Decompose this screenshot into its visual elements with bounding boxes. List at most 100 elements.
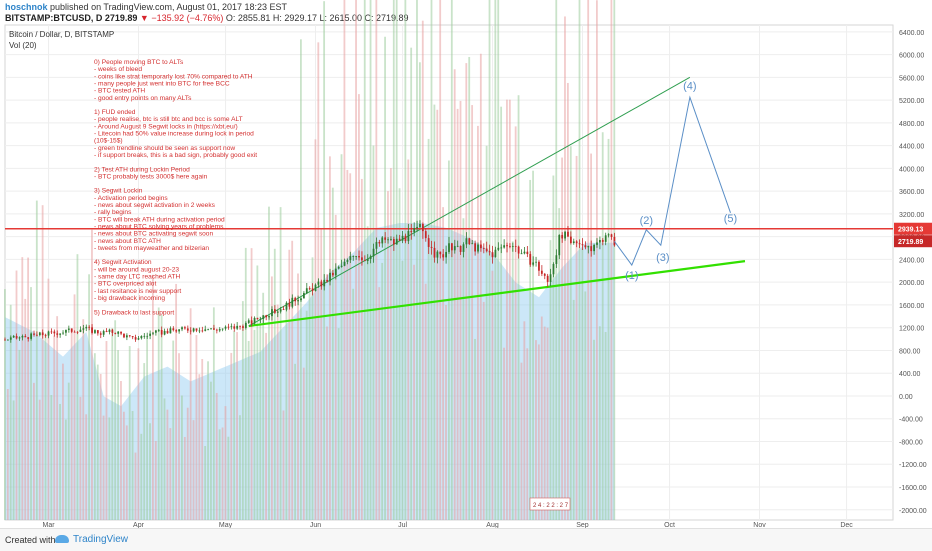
candle-body <box>207 329 210 331</box>
volume-bar <box>471 105 474 520</box>
candle-body <box>303 293 305 299</box>
volume-bar <box>273 248 276 521</box>
candle-body <box>33 333 35 335</box>
y-tick-label: 1600.00 <box>899 303 924 310</box>
volume-bar <box>375 0 378 520</box>
volume-bar <box>448 160 450 520</box>
candle-body <box>549 274 552 282</box>
price-change: ▼ −135.92 (−4.76%) <box>139 13 224 23</box>
candle-body <box>73 331 76 333</box>
candle-body <box>268 316 270 318</box>
annotation-line: 4) Segwit Activation <box>94 259 152 266</box>
candle-body <box>378 241 381 244</box>
volume-bar <box>549 240 552 520</box>
volume-bar <box>596 0 598 520</box>
candle-body <box>230 326 233 328</box>
candle-body <box>433 247 436 258</box>
volume-bar <box>157 307 160 520</box>
candle-body <box>178 329 181 332</box>
volume-bar <box>259 316 262 520</box>
volume-bar <box>192 420 195 520</box>
volume-bar <box>224 406 227 520</box>
candle-body <box>439 251 442 255</box>
candle-body <box>155 330 157 333</box>
candle-body <box>407 231 410 242</box>
annotation-line: - BTC probably tests 3000$ here again <box>94 173 208 180</box>
wave-label: (1) <box>625 270 638 282</box>
candle-body <box>253 317 256 324</box>
wave-label: (5) <box>724 213 737 225</box>
published-text: published on TradingView.com, August 01,… <box>50 2 288 12</box>
candle-body <box>271 309 273 317</box>
price-chart[interactable]: (1) (2) (3) (4) (5) 2 4 : 2 2 : 2 7 6400.00 60… <box>0 0 932 528</box>
volume-bar <box>523 321 526 520</box>
annotation-line: 2) Test ATH during Lockin Period <box>94 166 190 173</box>
volume-bar <box>21 257 24 520</box>
volume-bar <box>508 99 511 520</box>
candle-body <box>88 326 91 328</box>
volume-bar <box>497 0 500 520</box>
volume-bar <box>511 241 514 520</box>
candle-body <box>369 256 372 259</box>
candle-body <box>581 244 584 246</box>
candle-body <box>291 297 294 307</box>
volume-bar <box>67 382 70 520</box>
volume-bar <box>50 394 53 520</box>
volume-bar <box>439 0 442 520</box>
volume-bar <box>279 207 282 520</box>
y-tick-label: 6400.00 <box>899 30 924 37</box>
volume-bar <box>64 419 67 520</box>
volume-bar <box>59 403 61 520</box>
candle-body <box>427 238 430 247</box>
tradingview-logo[interactable]: TradingView <box>55 534 128 545</box>
volume-bar <box>462 218 465 520</box>
author-link[interactable]: hoschnok <box>5 2 48 12</box>
candle-body <box>361 257 363 261</box>
candle-body <box>500 247 503 249</box>
candle-body <box>477 244 479 252</box>
candle-body <box>340 265 343 267</box>
time-axis[interactable]: Mar Apr May Jun Jul Aug Sep Oct Nov Dec <box>42 522 853 528</box>
candle-body <box>18 337 21 339</box>
candle-body <box>172 328 175 331</box>
annotation-line: - news about BTC solving years of proble… <box>94 223 224 230</box>
candle-body <box>99 333 102 335</box>
candle-body <box>76 331 79 333</box>
candle-body <box>395 238 398 245</box>
candle-body <box>381 237 384 244</box>
candle-body <box>329 272 331 282</box>
volume-bar <box>227 436 230 520</box>
volume-bar <box>526 348 529 520</box>
annotation-text: 0) People moving BTC to ALTs- weeks of b… <box>94 59 257 316</box>
candle-body <box>59 333 62 335</box>
candle-body <box>552 263 555 275</box>
candle-body <box>590 246 593 252</box>
candle-body <box>288 302 291 307</box>
volume-bar <box>262 292 265 520</box>
candle-body <box>593 244 595 252</box>
volume-bar <box>96 364 99 520</box>
candle-body <box>445 251 447 258</box>
x-tick-label: Aug <box>486 522 499 528</box>
volume-bar <box>47 278 50 520</box>
symbol-text[interactable]: BITSTAMP:BTCUSD, D <box>5 13 103 23</box>
price-axis[interactable]: 6400.00 6000.00 5600.00 5200.00 4800.00 4400.… <box>894 30 932 515</box>
candle-body <box>108 329 111 332</box>
volume-bar <box>320 228 323 521</box>
volume-bar <box>503 347 505 520</box>
volume-bar <box>152 274 154 520</box>
volume-bar <box>372 145 375 520</box>
annotation-line: 0) People moving BTC to ALTs <box>94 59 184 66</box>
volume-bar <box>38 399 41 520</box>
candle-body <box>468 238 471 245</box>
y-tick-label: 4800.00 <box>899 121 924 128</box>
volume-bar <box>331 187 334 521</box>
annotation-line: - weeks of bleed <box>94 66 142 73</box>
candle-body <box>509 246 511 248</box>
volume-bar <box>456 108 459 521</box>
y-tick-label: 400.00 <box>899 371 921 378</box>
x-tick-label: Jun <box>310 522 321 528</box>
volume-bar <box>485 145 488 520</box>
candle-body <box>53 331 56 334</box>
volume-bar <box>517 95 520 520</box>
